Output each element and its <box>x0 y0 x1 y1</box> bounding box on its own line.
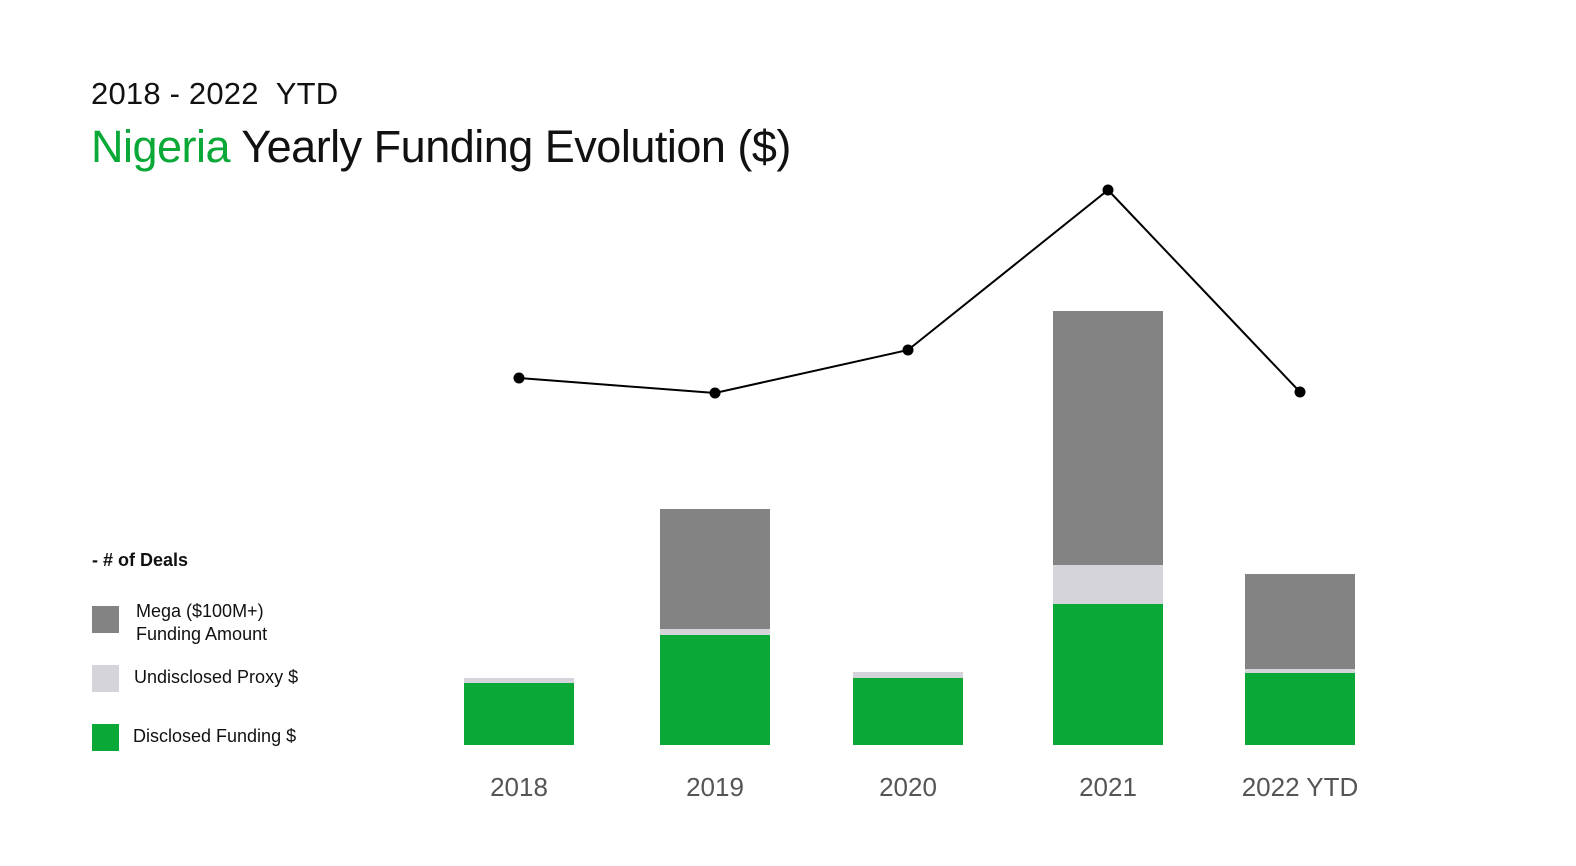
legend-swatch-mega <box>92 606 119 633</box>
deals-point-2018 <box>513 372 525 384</box>
deals-line <box>518 188 1301 395</box>
x-tick-label-2021: 2021 <box>1079 772 1137 802</box>
x-tick-label-2020: 2020 <box>879 772 937 802</box>
chart-subtitle: 2018 - 2022 YTD <box>91 76 339 111</box>
bar-2022-ytd-undisclosed <box>1245 669 1355 673</box>
chart-title: Nigeria Yearly Funding Evolution ($) <box>91 122 791 172</box>
x-tick-label-2018: 2018 <box>490 772 548 802</box>
x-tick-label-2019: 2019 <box>686 772 744 802</box>
legend-deals-label: - # of Deals <box>92 550 189 570</box>
legend-label-mega-line1: Mega ($100M+) <box>136 601 264 621</box>
deals-point-2022-ytd <box>1294 386 1306 398</box>
bar-2020-disclosed <box>853 678 963 745</box>
bar-2021-undisclosed <box>1053 565 1163 604</box>
legend-swatch-undisclosed <box>92 665 119 692</box>
legend-swatch-disclosed <box>92 724 119 751</box>
legend-label-mega: Mega ($100M+) Funding Amount <box>136 600 267 646</box>
deals-point-2019 <box>709 387 721 399</box>
deals-point-2020 <box>902 344 914 356</box>
x-tick-label-2022-ytd: 2022 YTD <box>1242 772 1359 802</box>
title-country: Nigeria <box>91 121 231 172</box>
bar-2021-disclosed <box>1053 604 1163 745</box>
bar-2022-ytd-mega <box>1245 574 1355 669</box>
bar-2018-disclosed <box>464 683 574 745</box>
bar-2020-undisclosed <box>853 672 963 678</box>
title-rest: Yearly Funding Evolution ($) <box>230 121 791 172</box>
bar-2019-disclosed <box>660 635 770 745</box>
bar-2021-mega <box>1053 311 1163 565</box>
legend-label-mega-line2: Funding Amount <box>136 624 268 644</box>
legend-label-disclosed: Disclosed Funding $ <box>133 726 297 746</box>
legend-label-undisclosed: Undisclosed Proxy $ <box>134 667 299 687</box>
bar-2019-undisclosed <box>660 629 770 635</box>
bar-2022-ytd-disclosed <box>1245 673 1355 745</box>
legend: - # of Deals Mega ($100M+) Funding Amoun… <box>92 548 392 768</box>
deals-point-2021 <box>1102 184 1114 196</box>
bar-2018-undisclosed <box>464 678 574 683</box>
bar-2019-mega <box>660 509 770 629</box>
